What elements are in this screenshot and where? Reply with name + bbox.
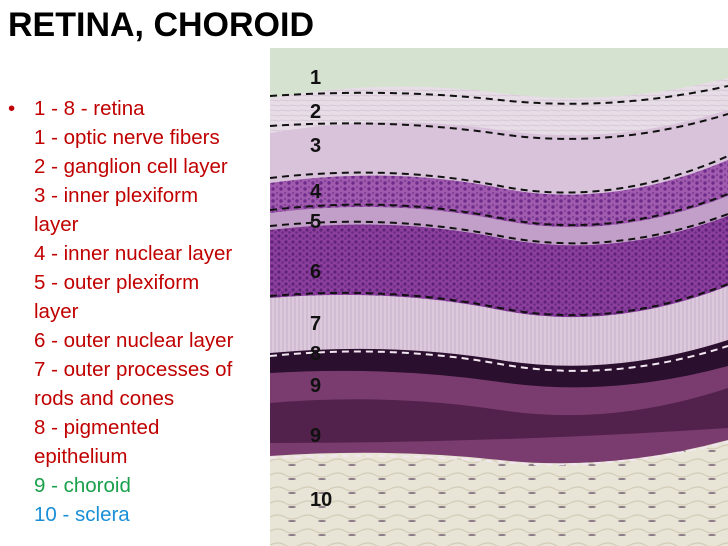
retina-micrograph: 1 2 3 4 5 6 7 8 9 9 10 bbox=[270, 48, 728, 546]
legend-line: 1 - 8 - retina bbox=[34, 97, 145, 120]
legend-line: 5 - outer plexiform bbox=[34, 271, 200, 294]
layer-label-5: 5 bbox=[310, 211, 321, 233]
legend-line: rods and cones bbox=[34, 387, 175, 410]
layer-label-9b: 9 bbox=[310, 425, 321, 447]
legend-line: 2 - ganglion cell layer bbox=[34, 155, 228, 178]
layer-label-2: 2 bbox=[310, 101, 321, 123]
slide-title: RETINA, CHOROID bbox=[8, 6, 314, 44]
layer-label-8: 8 bbox=[310, 343, 321, 365]
legend-line: 1 - optic nerve fibers bbox=[34, 126, 220, 149]
legend-line: 3 - inner plexiform bbox=[34, 184, 199, 207]
legend-line: 7 - outer processes of bbox=[34, 358, 233, 381]
legend-line: epithelium bbox=[34, 445, 128, 468]
legend-line: layer bbox=[34, 300, 79, 323]
legend-line-choroid: 9 - choroid bbox=[34, 474, 131, 497]
layer-legend: • 1 - 8 - retina 1 - optic nerve fibers … bbox=[8, 94, 273, 529]
layer-label-10: 10 bbox=[310, 489, 332, 511]
legend-line: layer bbox=[34, 213, 79, 236]
layer-label-4: 4 bbox=[310, 181, 322, 203]
legend-line: 6 - outer nuclear layer bbox=[34, 329, 234, 352]
layer-label-1: 1 bbox=[310, 67, 321, 89]
legend-line: 4 - inner nuclear layer bbox=[34, 242, 233, 265]
legend-line-sclera: 10 - sclera bbox=[34, 503, 130, 526]
layer-label-3: 3 bbox=[310, 135, 321, 157]
bullet-icon: • bbox=[8, 97, 16, 120]
legend-line: 8 - pigmented bbox=[34, 416, 160, 439]
layer-label-9a: 9 bbox=[310, 375, 321, 397]
layer-label-7: 7 bbox=[310, 313, 321, 335]
layer-label-6: 6 bbox=[310, 261, 321, 283]
